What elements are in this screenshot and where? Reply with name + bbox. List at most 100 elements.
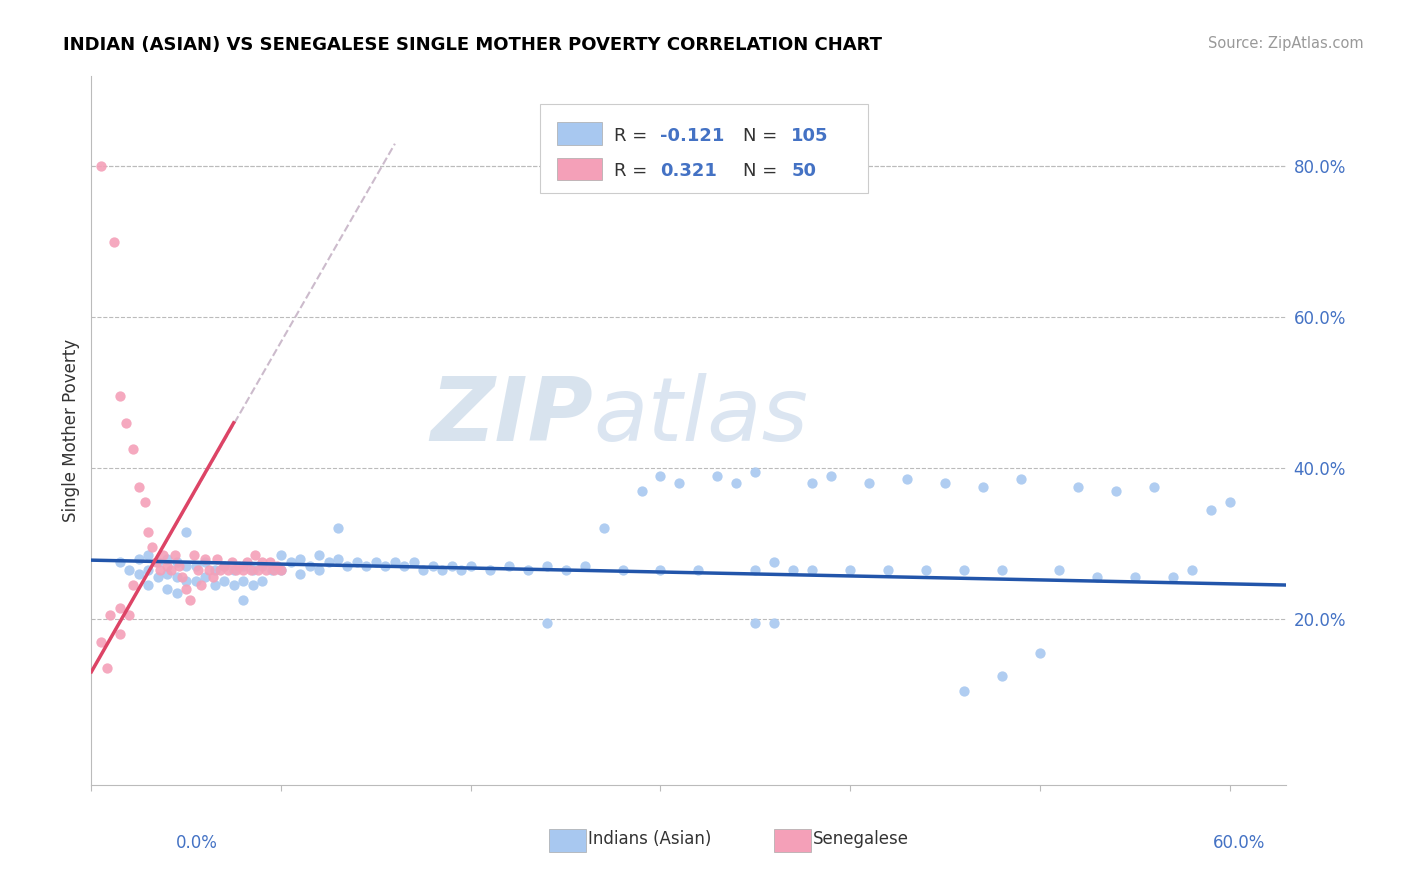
Point: [128, 551, 150, 566]
Point: [243, 548, 266, 562]
Point: [668, 476, 690, 491]
Point: [184, 574, 207, 589]
Point: [498, 559, 520, 574]
Point: [166, 556, 188, 570]
Point: [166, 570, 188, 584]
Text: R =: R =: [614, 127, 654, 145]
Point: [412, 563, 434, 577]
Point: [179, 593, 201, 607]
Point: [1123, 570, 1146, 584]
Text: ZIP: ZIP: [430, 373, 593, 459]
Point: [384, 556, 406, 570]
Point: [108, 627, 131, 641]
Point: [877, 563, 900, 577]
Point: [612, 563, 634, 577]
Point: [1181, 563, 1204, 577]
Point: [225, 563, 247, 577]
Point: [209, 563, 232, 577]
Point: [190, 578, 212, 592]
Point: [122, 578, 145, 592]
Point: [108, 556, 131, 570]
Point: [228, 559, 250, 574]
Point: [1219, 495, 1241, 509]
Point: [201, 570, 224, 584]
Point: [222, 578, 245, 592]
Point: [953, 563, 976, 577]
Text: Senegalese: Senegalese: [813, 830, 910, 848]
Point: [156, 551, 179, 566]
Point: [250, 559, 273, 574]
Point: [801, 476, 824, 491]
Point: [318, 556, 340, 570]
Point: [820, 468, 842, 483]
Point: [156, 566, 179, 581]
Point: [744, 615, 766, 630]
Point: [288, 566, 311, 581]
Point: [128, 480, 150, 494]
Point: [259, 556, 281, 570]
Point: [136, 563, 159, 577]
Point: [744, 563, 766, 577]
Point: [122, 442, 145, 457]
Point: [194, 556, 217, 570]
Point: [782, 563, 804, 577]
Point: [198, 563, 221, 577]
Point: [364, 556, 387, 570]
Text: N =: N =: [744, 162, 783, 180]
Point: [194, 570, 217, 584]
Text: 50: 50: [792, 162, 817, 180]
Point: [1029, 646, 1052, 660]
Point: [763, 615, 786, 630]
Point: [108, 600, 131, 615]
Text: 105: 105: [792, 127, 828, 145]
Point: [706, 468, 728, 483]
Point: [650, 468, 672, 483]
Point: [356, 559, 378, 574]
Point: [128, 566, 150, 581]
Point: [232, 574, 254, 589]
Point: [90, 634, 112, 648]
Text: -0.121: -0.121: [659, 127, 724, 145]
Point: [90, 159, 112, 173]
Point: [232, 593, 254, 607]
Point: [174, 525, 197, 540]
Point: [98, 608, 121, 623]
Text: INDIAN (ASIAN) VS SENEGALESE SINGLE MOTHER POVERTY CORRELATION CHART: INDIAN (ASIAN) VS SENEGALESE SINGLE MOTH…: [63, 36, 883, 54]
Point: [326, 521, 349, 535]
Point: [167, 559, 190, 574]
Point: [1085, 570, 1108, 584]
Point: [254, 563, 277, 577]
Point: [1010, 472, 1032, 486]
Point: [149, 563, 172, 577]
Point: [136, 525, 159, 540]
Point: [108, 389, 131, 403]
Point: [194, 551, 217, 566]
Point: [839, 563, 862, 577]
Point: [1161, 570, 1184, 584]
Point: [270, 563, 292, 577]
Point: [554, 563, 576, 577]
Point: [1199, 502, 1222, 516]
Point: [174, 574, 197, 589]
Y-axis label: Single Mother Poverty: Single Mother Poverty: [62, 339, 80, 522]
Point: [136, 578, 159, 592]
Point: [374, 559, 396, 574]
Point: [915, 563, 938, 577]
Point: [991, 563, 1014, 577]
Point: [1047, 563, 1070, 577]
Point: [212, 559, 235, 574]
Text: Source: ZipAtlas.com: Source: ZipAtlas.com: [1208, 36, 1364, 51]
Point: [270, 548, 292, 562]
Point: [250, 574, 273, 589]
FancyBboxPatch shape: [540, 104, 868, 193]
Point: [574, 559, 596, 574]
Point: [725, 476, 748, 491]
Text: R =: R =: [614, 162, 654, 180]
Point: [260, 563, 283, 577]
Point: [934, 476, 956, 491]
Point: [232, 559, 254, 574]
Point: [460, 559, 482, 574]
Point: [478, 563, 501, 577]
Point: [156, 559, 179, 574]
Point: [280, 556, 302, 570]
